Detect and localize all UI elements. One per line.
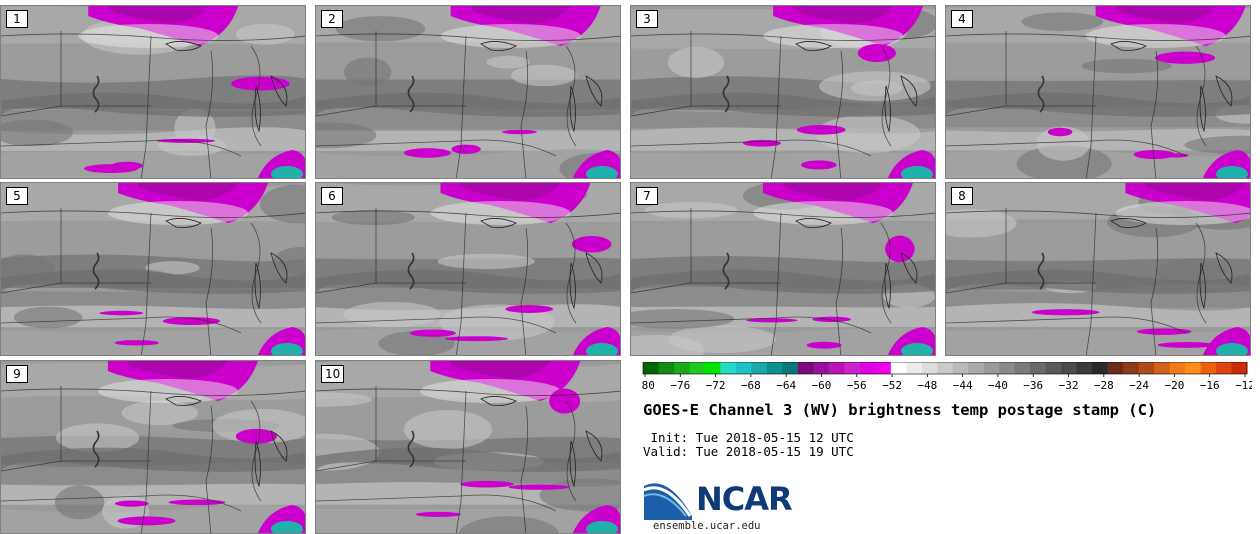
colorbar-swatch (1231, 362, 1248, 374)
colorbar-tick-label: −28 (1094, 379, 1114, 392)
colorbar-swatch (1061, 362, 1078, 374)
colorbar-swatch (813, 362, 830, 374)
colorbar-legend: −80 −76 −72 −68 −64 −60 −56 −52 −48 −44 −40 −36 −32 −… (635, 361, 1255, 400)
colorbar-swatch (906, 362, 923, 374)
colorbar-tick-label: −32 (1059, 379, 1079, 392)
panel-number-label: 9 (6, 365, 28, 383)
colorbar-swatch (751, 362, 768, 374)
colorbar-swatch (1123, 362, 1140, 374)
figure-title: GOES-E Channel 3 (WV) brightness temp po… (643, 401, 1157, 419)
colorbar-tick-label: −16 (1200, 379, 1220, 392)
colorbar-swatch (875, 362, 892, 374)
colorbar-tick-label: −24 (1129, 379, 1149, 392)
colorbar-swatch (859, 362, 876, 374)
colorbar-swatch (1030, 362, 1047, 374)
colorbar-tick-label: −20 (1164, 379, 1184, 392)
colorbar-swatch (968, 362, 985, 374)
colorbar-swatch (766, 362, 783, 374)
valid-time: Valid: Tue 2018-05-15 19 UTC (643, 444, 854, 459)
colorbar-swatch (797, 362, 814, 374)
map-panel: 9 (0, 360, 306, 534)
panel-number-label: 4 (951, 10, 973, 28)
colorbar-tick-label: −56 (847, 379, 867, 392)
colorbar-swatch (937, 362, 954, 374)
water-vapor-map (316, 6, 620, 178)
map-panel: 3 (630, 5, 936, 179)
colorbar-tick-label: −44 (953, 379, 973, 392)
colorbar-swatch (1092, 362, 1109, 374)
water-vapor-map (946, 183, 1250, 355)
colorbar-swatch (673, 362, 690, 374)
water-vapor-map (316, 183, 620, 355)
colorbar-swatch (735, 362, 752, 374)
water-vapor-map (946, 6, 1250, 178)
colorbar-tick-label: −80 (642, 379, 655, 392)
colorbar-swatch (643, 362, 659, 374)
colorbar-swatch (1200, 362, 1217, 374)
ncar-logo: NCAR ensemble.ucar.edu (642, 476, 802, 532)
panel-number-label: 8 (951, 187, 973, 205)
water-vapor-map (631, 6, 935, 178)
colorbar-tick-label: −52 (882, 379, 902, 392)
ncar-logo-text: NCAR (696, 480, 793, 518)
map-panel: 1 (0, 5, 306, 179)
colorbar-swatch (658, 362, 675, 374)
panel-number-label: 3 (636, 10, 658, 28)
colorbar-swatch (1216, 362, 1233, 374)
colorbar-swatch (921, 362, 938, 374)
panel-number-label: 6 (321, 187, 343, 205)
colorbar-swatch (689, 362, 706, 374)
colorbar-swatch (890, 362, 907, 374)
colorbar-swatch (782, 362, 799, 374)
colorbar-swatch (1185, 362, 1202, 374)
colorbar-swatch (952, 362, 969, 374)
colorbar-tick-label: −68 (741, 379, 761, 392)
water-vapor-map (1, 361, 305, 533)
water-vapor-map (1, 6, 305, 178)
colorbar-swatch (828, 362, 845, 374)
map-panel: 4 (945, 5, 1251, 179)
colorbar-tick-label: −40 (988, 379, 1008, 392)
panel-number-label: 7 (636, 187, 658, 205)
colorbar-tick-label: −12 (1235, 379, 1252, 392)
ncar-url: ensemble.ucar.edu (653, 520, 761, 532)
water-vapor-map (316, 361, 620, 533)
colorbar-swatch (704, 362, 721, 374)
water-vapor-map (631, 183, 935, 355)
init-time: Init: Tue 2018-05-15 12 UTC (643, 430, 854, 445)
ncar-logo-swoosh-icon (643, 483, 692, 520)
colorbar-tick-label: −72 (706, 379, 726, 392)
colorbar-swatch (999, 362, 1016, 374)
colorbar-swatch (1138, 362, 1155, 374)
map-panel: 10 (315, 360, 621, 534)
colorbar-swatch (1045, 362, 1062, 374)
map-panel: 5 (0, 182, 306, 356)
colorbar-swatch (1107, 362, 1124, 374)
panel-number-label: 2 (321, 10, 343, 28)
colorbar-swatch (1154, 362, 1171, 374)
panel-number-label: 5 (6, 187, 28, 205)
panel-number-label: 1 (6, 10, 28, 28)
colorbar-tick-label: −60 (812, 379, 832, 392)
colorbar-swatch (1014, 362, 1031, 374)
colorbar-svg: −80 −76 −72 −68 −64 −60 −56 −52 −48 −44 −40 −36 −32 −… (635, 361, 1255, 392)
colorbar-swatch (983, 362, 1000, 374)
colorbar-swatch (720, 362, 737, 374)
colorbar-swatch (1169, 362, 1186, 374)
map-panel: 6 (315, 182, 621, 356)
water-vapor-map (1, 183, 305, 355)
colorbar-swatch (844, 362, 861, 374)
colorbar-tick-label: −36 (1023, 379, 1043, 392)
colorbar-swatch (1076, 362, 1093, 374)
colorbar-tick-label: −76 (670, 379, 690, 392)
map-panel: 7 (630, 182, 936, 356)
colorbar-tick-label: −64 (776, 379, 796, 392)
panel-number-label: 10 (321, 365, 345, 383)
map-panel: 8 (945, 182, 1251, 356)
map-panel: 2 (315, 5, 621, 179)
colorbar-tick-label: −48 (917, 379, 937, 392)
